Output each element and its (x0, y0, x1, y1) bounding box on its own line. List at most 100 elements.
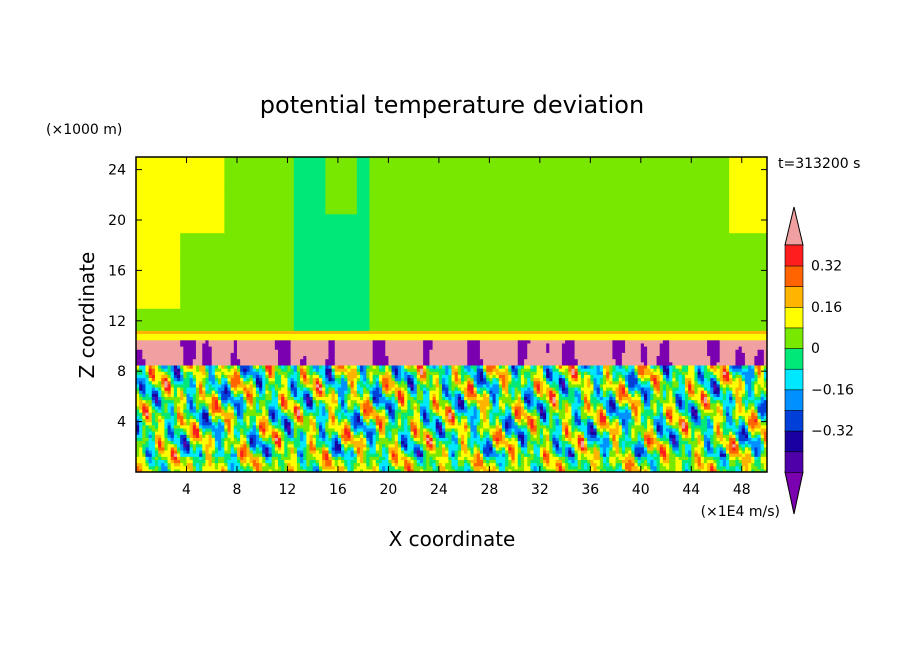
heatmap-cell (331, 446, 336, 451)
heatmap-cell (460, 377, 465, 382)
heatmap-cell (158, 415, 162, 420)
heatmap-cell (546, 374, 550, 379)
heatmap-cell (501, 449, 506, 454)
heatmap-cell (681, 427, 689, 432)
heatmap-cell (602, 431, 607, 435)
heatmap-cell (691, 459, 696, 464)
heatmap-cell (366, 453, 380, 457)
heatmap-cell (543, 434, 547, 438)
heatmap-cell (593, 374, 604, 379)
heatmap-cell (568, 437, 572, 442)
heatmap-cell (300, 371, 307, 375)
heatmap-cell (505, 421, 509, 426)
heatmap-cell (492, 443, 497, 448)
heatmap-cell (372, 402, 377, 407)
heatmap-cell (489, 405, 494, 410)
heatmap-cell (669, 446, 673, 451)
heatmap-cell (233, 421, 238, 426)
heatmap-cell (565, 409, 569, 413)
heatmap-cell (710, 380, 714, 385)
heatmap-cell (615, 396, 620, 401)
heatmap-cell (533, 418, 538, 423)
heatmap-cell (366, 383, 371, 388)
heatmap-cell (527, 440, 531, 445)
heatmap-cell (404, 427, 408, 432)
heatmap-cell (233, 415, 238, 420)
heatmap-cell (700, 437, 705, 442)
heatmap-cell (517, 443, 522, 448)
heatmap-cell (476, 456, 481, 460)
heatmap-cell (334, 437, 339, 442)
heatmap-cell (388, 459, 393, 464)
heatmap-cell (568, 377, 572, 382)
heatmap-cell (290, 449, 295, 454)
heatmap-cell (233, 437, 238, 442)
heatmap-cell (315, 434, 320, 438)
heatmap-cell (508, 456, 513, 460)
heatmap-cell (407, 437, 412, 442)
heatmap-cell (574, 456, 579, 460)
heatmap-cell (467, 380, 472, 385)
heatmap-cell (489, 453, 500, 457)
heatmap-cell (697, 399, 702, 404)
heatmap-cell (533, 468, 538, 472)
heatmap-cell (539, 440, 544, 445)
heatmap-cell (259, 462, 263, 467)
heatmap-cell (625, 418, 629, 423)
heatmap-cell (252, 468, 257, 472)
heatmap-cell (697, 453, 702, 457)
heatmap-cell (574, 449, 579, 454)
heatmap-cell (391, 390, 396, 394)
heatmap-cell (205, 386, 210, 391)
heatmap-cell (240, 427, 244, 432)
heatmap-cell (385, 402, 393, 407)
heatmap-cell (309, 377, 314, 382)
heatmap-cell (375, 459, 383, 464)
heatmap-cell (725, 371, 730, 375)
heatmap-cell (546, 399, 550, 404)
heatmap-cell (246, 453, 254, 457)
heatmap-cell (656, 402, 664, 407)
heatmap-cell (599, 412, 604, 416)
heatmap-cell (375, 409, 383, 413)
heatmap-cell (265, 409, 270, 413)
heatmap-cell (388, 431, 393, 435)
heatmap-cell (214, 399, 219, 404)
heatmap-cell (735, 412, 752, 416)
heatmap-cell (524, 383, 528, 388)
heatmap-cell (691, 424, 708, 429)
heatmap-cell (596, 409, 601, 413)
heatmap-cell (454, 412, 459, 416)
heatmap-cell (249, 424, 254, 429)
heatmap-cell (543, 446, 547, 451)
heatmap-cell (735, 377, 740, 382)
heatmap-cell (520, 449, 525, 454)
heatmap-cell (429, 402, 434, 407)
heatmap-cell (199, 393, 207, 397)
heatmap-cell (419, 443, 424, 448)
heatmap-cell (618, 380, 623, 385)
heatmap-cell (697, 412, 702, 416)
heatmap-cell (407, 374, 412, 379)
heatmap-cell (524, 393, 531, 397)
heatmap-cell (161, 462, 165, 467)
heatmap-cell (520, 456, 525, 460)
heatmap-cell (312, 393, 317, 397)
heatmap-cell (382, 383, 386, 388)
heatmap-cell (454, 396, 459, 401)
heatmap-cell (650, 453, 655, 457)
heatmap-cell (719, 449, 724, 454)
heatmap-cell (309, 374, 314, 379)
heatmap-cell (738, 380, 743, 385)
heatmap-cell (331, 393, 336, 397)
heatmap-cell (505, 383, 509, 388)
heatmap-cell (694, 390, 699, 394)
heatmap-cell (432, 380, 437, 385)
heatmap-cell (388, 421, 393, 426)
heatmap-cell (684, 399, 689, 404)
heatmap-cell (703, 409, 714, 413)
heatmap-cell (274, 465, 279, 470)
heatmap-cell (164, 393, 169, 397)
heatmap-cell (596, 377, 601, 382)
heatmap-cell (524, 418, 528, 423)
